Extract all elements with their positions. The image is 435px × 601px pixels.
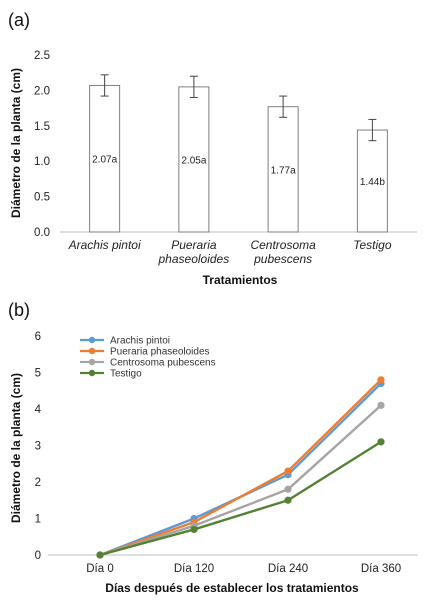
legend-marker [88,347,96,355]
panel-b-y-tick-label: 6 [35,331,41,343]
bar [89,84,121,233]
legend-marker [88,358,96,366]
series-point [284,496,292,504]
panel-b-x-tick-label: Día 120 [174,563,214,575]
panel-b-x-tick-label: Día 0 [86,563,114,575]
panel-a-y-tick-label: 1.5 [34,121,50,133]
category-label: phaseoloides [158,252,230,266]
bar [356,129,388,233]
panel-b-y-tick-label: 2 [35,477,41,489]
panel-b-y-tick-label: 0 [35,550,41,562]
panel-b-x-tick-label: Día 360 [361,563,401,575]
panel-a-x-axis-title: Tratamientos [203,273,278,287]
category-label: Testigo [353,238,392,252]
category-label: pubescens [253,252,312,266]
series-line [99,440,382,557]
panel-a-bar-chart: (a) 0.0 0.5 1.0 1.5 2.0 2.5 2.07a 2.05a 1.77a 1.… [8,10,417,287]
legend-marker [88,336,96,344]
series-point [96,551,104,559]
panel-b-y-axis-title: Diámetro de la planta (cm) [9,373,23,523]
panel-a-label: (a) [8,10,30,30]
series-point [377,438,385,446]
bar-data-label: 2.05a [181,155,206,166]
category-label: Pueraria [171,238,217,252]
panel-b-y-tick-label: 4 [35,404,42,416]
bar-data-label: 1.44b [360,177,385,188]
series-point [377,376,385,384]
series-line [99,404,382,557]
bar-data-label: 1.77a [271,165,296,176]
series-point [190,525,198,534]
panel-a-y-tick-label: 1.0 [34,156,50,168]
legend-label: Arachis pintoi [110,336,170,347]
legend-marker [88,369,96,377]
panel-b-x-axis-title: Días después de establecer los tratamien… [105,581,359,595]
series-point [284,467,292,475]
legend-label: Pueraria phaseoloides [110,347,210,358]
panel-b-y-tick-label: 5 [35,368,41,380]
panel-a-y-tick-label: 0.5 [34,192,50,204]
panel-a-y-tick-label: 2.5 [34,50,50,62]
panel-b-y-tick-label: 3 [35,441,41,453]
bar [178,86,210,233]
category-label: Arachis pintoi [68,238,141,252]
panel-b-line-chart: (b) 0 1 2 3 4 5 6 Día 0 Día 120 Día 240 Día 360 A… [8,300,418,595]
series-point [377,401,385,409]
panel-a-y-tick-label: 0.0 [34,227,50,239]
bar-data-label: 2.07a [92,155,117,166]
panel-b-label: (b) [8,300,30,320]
category-label: Centrosoma [250,238,316,252]
series-line [99,378,382,557]
panel-a-y-axis-title: Diámetro de la planta (cm) [9,68,23,218]
panel-a-y-tick-label: 2.0 [34,85,50,97]
series-point [284,485,292,493]
panel-b-x-tick-label: Día 240 [268,563,308,575]
bar [267,106,299,233]
panel-b-y-tick-label: 1 [35,514,41,526]
legend-label: Centrosoma pubescens [110,358,216,369]
legend-label: Testigo [110,369,142,380]
